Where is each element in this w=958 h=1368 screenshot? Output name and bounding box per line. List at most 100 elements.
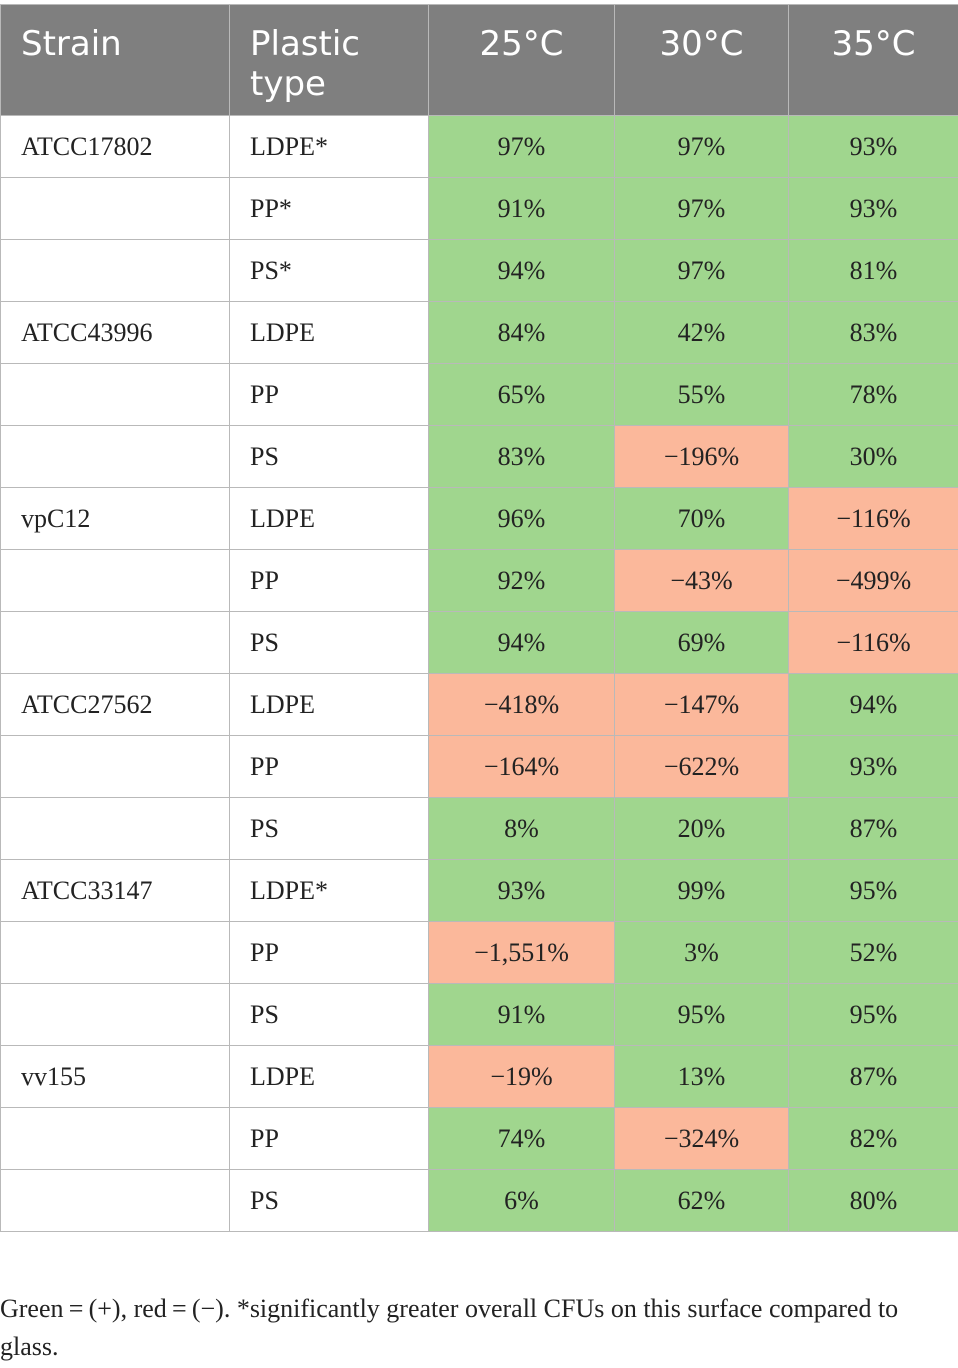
strain-cell: vpC12 (0, 487, 230, 550)
table-row: vpC12 LDPE 96% 70% −116% (0, 487, 958, 550)
value-cell: −196% (614, 425, 789, 488)
table-row: PS 6% 62% 80% (0, 1169, 958, 1232)
table-row: ATCC43996 LDPE 84% 42% 83% (0, 301, 958, 364)
plastic-type-cell: PS (229, 1169, 429, 1232)
strain-cell (0, 549, 230, 612)
value-cell: 93% (788, 177, 958, 240)
value-cell: 87% (788, 797, 958, 860)
value-cell: −499% (788, 549, 958, 612)
strain-cell: ATCC33147 (0, 859, 230, 922)
plastic-type-cell: PS* (229, 239, 429, 302)
header-row: Strain Plastic type 25°C 30°C 35°C (0, 4, 958, 116)
plastic-type-cell: PS (229, 797, 429, 860)
table-row: vv155 LDPE −19% 13% 87% (0, 1045, 958, 1108)
results-table: Strain Plastic type 25°C 30°C 35°C ATCC1… (0, 4, 958, 1232)
table-row: PP −164% −622% 93% (0, 735, 958, 798)
header-30c: 30°C (614, 4, 789, 116)
header-35c: 35°C (788, 4, 958, 116)
value-cell: −324% (614, 1107, 789, 1170)
value-cell: 93% (788, 115, 958, 178)
plastic-type-cell: LDPE (229, 487, 429, 550)
table-row: ATCC33147 LDPE* 93% 99% 95% (0, 859, 958, 922)
value-cell: −43% (614, 549, 789, 612)
table-row: ATCC17802 LDPE* 97% 97% 93% (0, 115, 958, 178)
plastic-type-cell: PS (229, 611, 429, 674)
value-cell: 93% (788, 735, 958, 798)
value-cell: 94% (428, 239, 615, 302)
plastic-type-cell: LDPE (229, 301, 429, 364)
value-cell: 82% (788, 1107, 958, 1170)
plastic-type-cell: PS (229, 983, 429, 1046)
value-cell: 84% (428, 301, 615, 364)
strain-cell: vv155 (0, 1045, 230, 1108)
plastic-type-cell: PS (229, 425, 429, 488)
strain-cell (0, 177, 230, 240)
table-header: Strain Plastic type 25°C 30°C 35°C (0, 4, 958, 116)
table-row: PP 74% −324% 82% (0, 1107, 958, 1170)
value-cell: 6% (428, 1169, 615, 1232)
strain-cell (0, 363, 230, 426)
value-cell: 13% (614, 1045, 789, 1108)
table-row: PP 92% −43% −499% (0, 549, 958, 612)
value-cell: 55% (614, 363, 789, 426)
value-cell: 91% (428, 177, 615, 240)
value-cell: −116% (788, 487, 958, 550)
value-cell: 30% (788, 425, 958, 488)
value-cell: 97% (614, 115, 789, 178)
value-cell: −164% (428, 735, 615, 798)
value-cell: 95% (788, 983, 958, 1046)
value-cell: 93% (428, 859, 615, 922)
value-cell: −147% (614, 673, 789, 736)
header-25c: 25°C (428, 4, 615, 116)
value-cell: 97% (428, 115, 615, 178)
value-cell: 83% (788, 301, 958, 364)
value-cell: 20% (614, 797, 789, 860)
strain-cell (0, 983, 230, 1046)
value-cell: −622% (614, 735, 789, 798)
value-cell: 97% (614, 239, 789, 302)
value-cell: 65% (428, 363, 615, 426)
value-cell: 42% (614, 301, 789, 364)
value-cell: 95% (788, 859, 958, 922)
value-cell: 96% (428, 487, 615, 550)
plastic-type-cell: LDPE (229, 673, 429, 736)
value-cell: 95% (614, 983, 789, 1046)
value-cell: 80% (788, 1169, 958, 1232)
strain-cell: ATCC17802 (0, 115, 230, 178)
value-cell: 81% (788, 239, 958, 302)
table-row: ATCC27562 LDPE −418% −147% 94% (0, 673, 958, 736)
table-row: PP 65% 55% 78% (0, 363, 958, 426)
value-cell: 87% (788, 1045, 958, 1108)
value-cell: −116% (788, 611, 958, 674)
plastic-type-cell: PP (229, 735, 429, 798)
strain-cell (0, 425, 230, 488)
table-row: PS 94% 69% −116% (0, 611, 958, 674)
table-row: PP* 91% 97% 93% (0, 177, 958, 240)
value-cell: 74% (428, 1107, 615, 1170)
value-cell: 62% (614, 1169, 789, 1232)
value-cell: 99% (614, 859, 789, 922)
table-row: PP −1,551% 3% 52% (0, 921, 958, 984)
plastic-type-cell: LDPE (229, 1045, 429, 1108)
value-cell: 8% (428, 797, 615, 860)
value-cell: 91% (428, 983, 615, 1046)
header-plastic-type: Plastic type (229, 4, 429, 116)
plastic-type-cell: LDPE* (229, 115, 429, 178)
table-row: PS 8% 20% 87% (0, 797, 958, 860)
table-footnote: Green = (+), red = (−). *significantly g… (0, 1294, 899, 1361)
value-cell: 70% (614, 487, 789, 550)
value-cell: −19% (428, 1045, 615, 1108)
value-cell: 69% (614, 611, 789, 674)
table-row: PS* 94% 97% 81% (0, 239, 958, 302)
strain-cell: ATCC27562 (0, 673, 230, 736)
strain-cell (0, 611, 230, 674)
strain-cell: ATCC43996 (0, 301, 230, 364)
strain-cell (0, 735, 230, 798)
table-row: PS 91% 95% 95% (0, 983, 958, 1046)
strain-cell (0, 1169, 230, 1232)
value-cell: 97% (614, 177, 789, 240)
strain-cell (0, 1107, 230, 1170)
plastic-type-cell: PP (229, 549, 429, 612)
value-cell: −418% (428, 673, 615, 736)
strain-cell (0, 921, 230, 984)
